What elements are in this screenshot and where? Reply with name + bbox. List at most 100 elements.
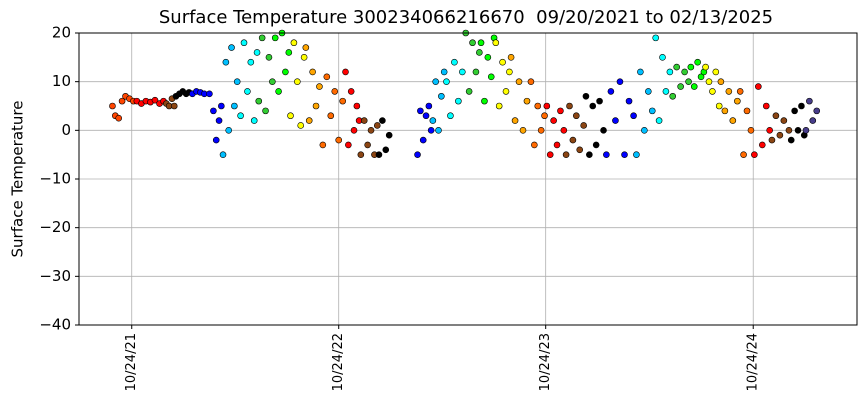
point (484, 54, 492, 61)
point (414, 151, 421, 158)
point (422, 112, 430, 120)
point (652, 34, 659, 42)
point (596, 97, 603, 105)
point (747, 127, 755, 134)
point (685, 78, 692, 85)
point (600, 127, 607, 134)
point (573, 112, 580, 120)
point (492, 39, 500, 47)
point (495, 102, 503, 110)
y-tick-label: 0 (61, 121, 71, 139)
point (740, 151, 747, 158)
point (367, 127, 375, 134)
point (312, 102, 320, 110)
y-axis-label: Surface Temperature (9, 101, 27, 258)
point (794, 127, 802, 134)
point (282, 68, 289, 76)
point (759, 141, 766, 149)
point (766, 127, 773, 134)
point (729, 117, 737, 124)
y-tick-label: 10 (52, 72, 71, 90)
point (455, 97, 462, 105)
point (527, 78, 535, 85)
point (648, 107, 656, 115)
point (702, 63, 709, 71)
plot-area (109, 29, 821, 158)
point (562, 151, 570, 158)
point (625, 97, 633, 105)
point (633, 151, 640, 158)
point (507, 54, 515, 61)
point (780, 117, 788, 124)
point (586, 151, 593, 158)
point (666, 68, 674, 76)
point (762, 102, 770, 110)
point (690, 83, 698, 90)
point (218, 102, 225, 110)
point (612, 117, 619, 124)
point (687, 63, 695, 71)
point (673, 63, 680, 71)
point (553, 141, 561, 149)
point (459, 68, 466, 76)
point (669, 92, 677, 100)
point (641, 127, 648, 134)
point (316, 83, 323, 90)
point (285, 49, 293, 56)
point (118, 97, 126, 105)
point (543, 102, 551, 110)
point (302, 44, 310, 51)
point (776, 131, 784, 139)
point (300, 54, 308, 61)
point (357, 151, 365, 158)
point (736, 88, 744, 95)
point (419, 136, 427, 144)
point (546, 151, 554, 158)
point (677, 83, 684, 90)
point (511, 117, 519, 124)
point (294, 78, 301, 85)
point (219, 151, 227, 158)
point (447, 112, 454, 120)
point (487, 73, 495, 81)
y-tick-label: 20 (52, 24, 71, 42)
point (709, 88, 716, 95)
point (772, 112, 780, 120)
point (331, 88, 339, 95)
point (515, 78, 523, 85)
point (531, 141, 538, 149)
point (502, 88, 510, 95)
point (375, 151, 383, 158)
point (379, 117, 386, 124)
point (417, 107, 424, 115)
point (798, 102, 805, 110)
point (347, 88, 355, 95)
point (255, 97, 263, 105)
point (712, 68, 720, 76)
point (429, 117, 437, 124)
point (791, 107, 798, 115)
x-tick-label: 10/24/24 (746, 333, 761, 391)
point (170, 102, 178, 110)
point (715, 102, 723, 110)
plot-frame (78, 32, 858, 326)
point (327, 112, 335, 120)
point (228, 44, 235, 51)
point (697, 73, 705, 81)
point (637, 68, 644, 76)
point (271, 34, 279, 42)
point (253, 49, 261, 56)
y-tick-label: −40 (39, 316, 71, 334)
point (364, 141, 371, 149)
point (523, 97, 531, 105)
point (438, 92, 445, 100)
point (247, 58, 255, 66)
x-tick-label: 10/24/23 (538, 333, 553, 391)
point (499, 58, 506, 66)
point (476, 49, 483, 56)
point (592, 141, 600, 149)
point (477, 39, 485, 47)
point (210, 107, 217, 115)
point (557, 107, 564, 115)
